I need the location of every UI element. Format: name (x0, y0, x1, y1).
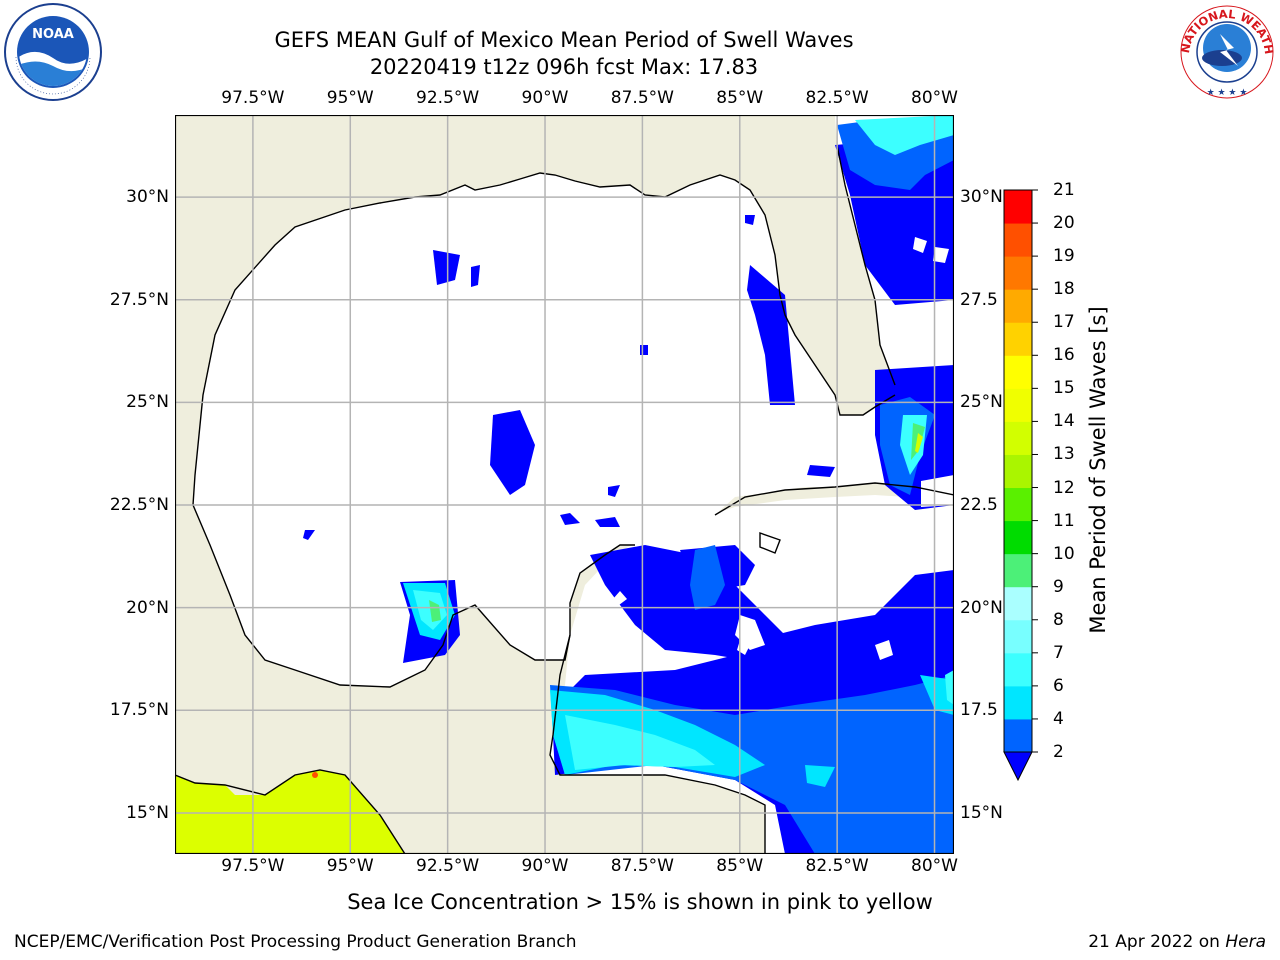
colorbar-tick-label: 11 (1053, 510, 1075, 531)
lon-label: 95°W (326, 856, 374, 876)
lon-label: 87.5°W (610, 856, 674, 876)
footer-date-text: 21 Apr 2022 on (1088, 932, 1226, 952)
footer-host: Hera (1225, 932, 1266, 952)
chart-title: GEFS MEAN Gulf of Mexico Mean Period of … (274, 28, 854, 52)
colorbar-tick-label: 13 (1053, 444, 1075, 465)
colorbar-swatch (1004, 652, 1032, 687)
lat-label: 30°N (126, 187, 169, 208)
swell-contours (303, 115, 954, 854)
colorbar-tick-label: 21 (1053, 180, 1075, 200)
noaa-logo: NOAA (4, 3, 102, 101)
lat-label: 22.5°N (109, 495, 169, 516)
colorbar-swatch (1004, 685, 1032, 720)
lon-label: 87.5°W (610, 88, 674, 108)
lon-label: 92.5°W (416, 856, 480, 876)
colorbar-tick-label: 14 (1053, 411, 1075, 432)
colorbar-swatch (1004, 520, 1032, 555)
sea-ice-region (175, 770, 405, 854)
colorbar-swatch (1004, 322, 1032, 356)
colorbar-swatch (1004, 388, 1032, 422)
colorbar-under-arrow (1003, 751, 1033, 782)
lon-label: 82.5°W (805, 856, 869, 876)
lat-label: 22.5 (960, 495, 998, 516)
lat-label: 27.5 (960, 289, 998, 310)
ice-peak-marker (312, 772, 318, 778)
colorbar-tick-label: 16 (1053, 345, 1075, 366)
colorbar-tick-label: 20 (1053, 213, 1075, 234)
colorbar-swatch (1004, 454, 1032, 489)
lat-label: 20°N (126, 597, 169, 618)
colorbar-swatch (1004, 355, 1032, 389)
colorbar-tick-label: 6 (1053, 675, 1064, 696)
lat-label: 30°N (960, 187, 1003, 208)
colorbar-tick-label: 12 (1053, 477, 1075, 498)
colorbar-label: Mean Period of Swell Waves [s] (1086, 306, 1110, 634)
lon-label: 80°W (911, 88, 958, 108)
lon-label: 95°W (326, 88, 374, 108)
lon-label: 97.5°W (221, 88, 285, 108)
lon-label: 85°W (716, 856, 764, 876)
lat-label: 27.5°N (109, 289, 169, 310)
lat-label: 25°N (126, 392, 169, 413)
colorbar-swatch (1004, 553, 1032, 588)
lon-label: 97.5°W (221, 856, 285, 876)
colorbar-tick-label: 10 (1053, 543, 1075, 564)
lat-label: 20°N (960, 597, 1003, 618)
colorbar-swatch (1004, 586, 1032, 621)
colorbar-tick-label: 2 (1053, 742, 1064, 762)
lat-label: 15°N (126, 802, 169, 823)
colorbar-tick-label: 17 (1053, 312, 1075, 333)
lon-label: 85°W (716, 88, 764, 108)
colorbar-swatch (1004, 223, 1032, 257)
colorbar-swatch (1004, 421, 1032, 455)
colorbar-tick-label: 4 (1053, 708, 1064, 729)
colorbar (1003, 189, 1038, 782)
colorbar-swatch (1004, 190, 1032, 224)
chart-subtitle: 20220419 t12z 096h fcst Max: 17.83 (369, 55, 759, 79)
colorbar-swatch (1004, 718, 1032, 753)
lat-label: 15°N (960, 802, 1003, 823)
footer-date: 21 Apr 2022 on Hera (1088, 932, 1266, 952)
colorbar-tick-label: 18 (1053, 279, 1075, 300)
lat-label: 25°N (960, 392, 1003, 413)
lon-label: 82.5°W (805, 88, 869, 108)
colorbar-swatch (1004, 256, 1032, 290)
colorbar-swatch (1004, 619, 1032, 654)
map-frame (175, 115, 954, 854)
lat-label: 17.5°N (109, 700, 169, 721)
colorbar-tick-label: 19 (1053, 246, 1075, 267)
colorbar-tick-label: 8 (1053, 609, 1064, 630)
lon-label: 90°W (521, 88, 569, 108)
sea-ice-note: Sea Ice Concentration > 15% is shown in … (347, 890, 933, 914)
colorbar-swatch (1004, 487, 1032, 522)
nws-logo-stars: ★ ★ ★ ★ (1207, 88, 1248, 98)
map-border (175, 115, 954, 854)
coastlines (175, 144, 954, 854)
colorbar-tick-label: 15 (1053, 378, 1075, 399)
colorbar-swatch (1004, 289, 1032, 323)
colorbar-tick-label: 7 (1053, 642, 1064, 663)
lat-label: 17.5 (960, 700, 998, 721)
map-gridlines (175, 115, 954, 854)
lon-label: 90°W (521, 856, 569, 876)
colorbar-tick-label: 9 (1053, 576, 1064, 597)
lon-label: 92.5°W (416, 88, 480, 108)
footer-credit: NCEP/EMC/Verification Post Processing Pr… (14, 932, 577, 952)
nws-logo: NATIONAL WEATHER SERVICE ★ ★ ★ ★ (1176, 2, 1276, 100)
noaa-logo-text: NOAA (32, 27, 74, 42)
lon-label: 80°W (911, 856, 958, 876)
